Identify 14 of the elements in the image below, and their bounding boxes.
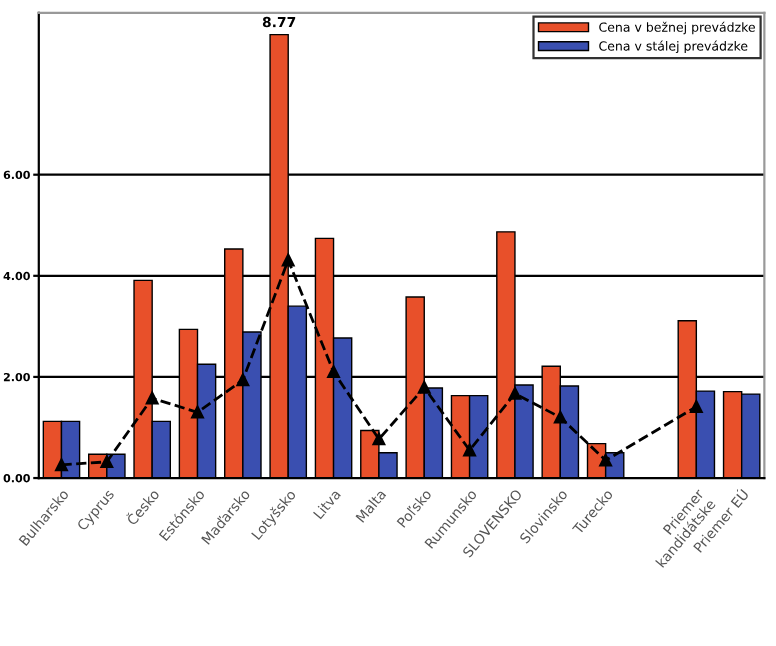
point <box>599 454 612 467</box>
point <box>508 387 522 400</box>
point <box>372 432 386 446</box>
point <box>327 365 340 379</box>
point <box>690 400 703 414</box>
point <box>463 443 476 457</box>
point <box>236 373 250 387</box>
point <box>145 391 159 405</box>
point <box>281 253 295 267</box>
point <box>55 458 68 472</box>
point <box>191 406 204 419</box>
point <box>418 381 431 394</box>
point <box>554 411 567 424</box>
point <box>100 455 114 469</box>
